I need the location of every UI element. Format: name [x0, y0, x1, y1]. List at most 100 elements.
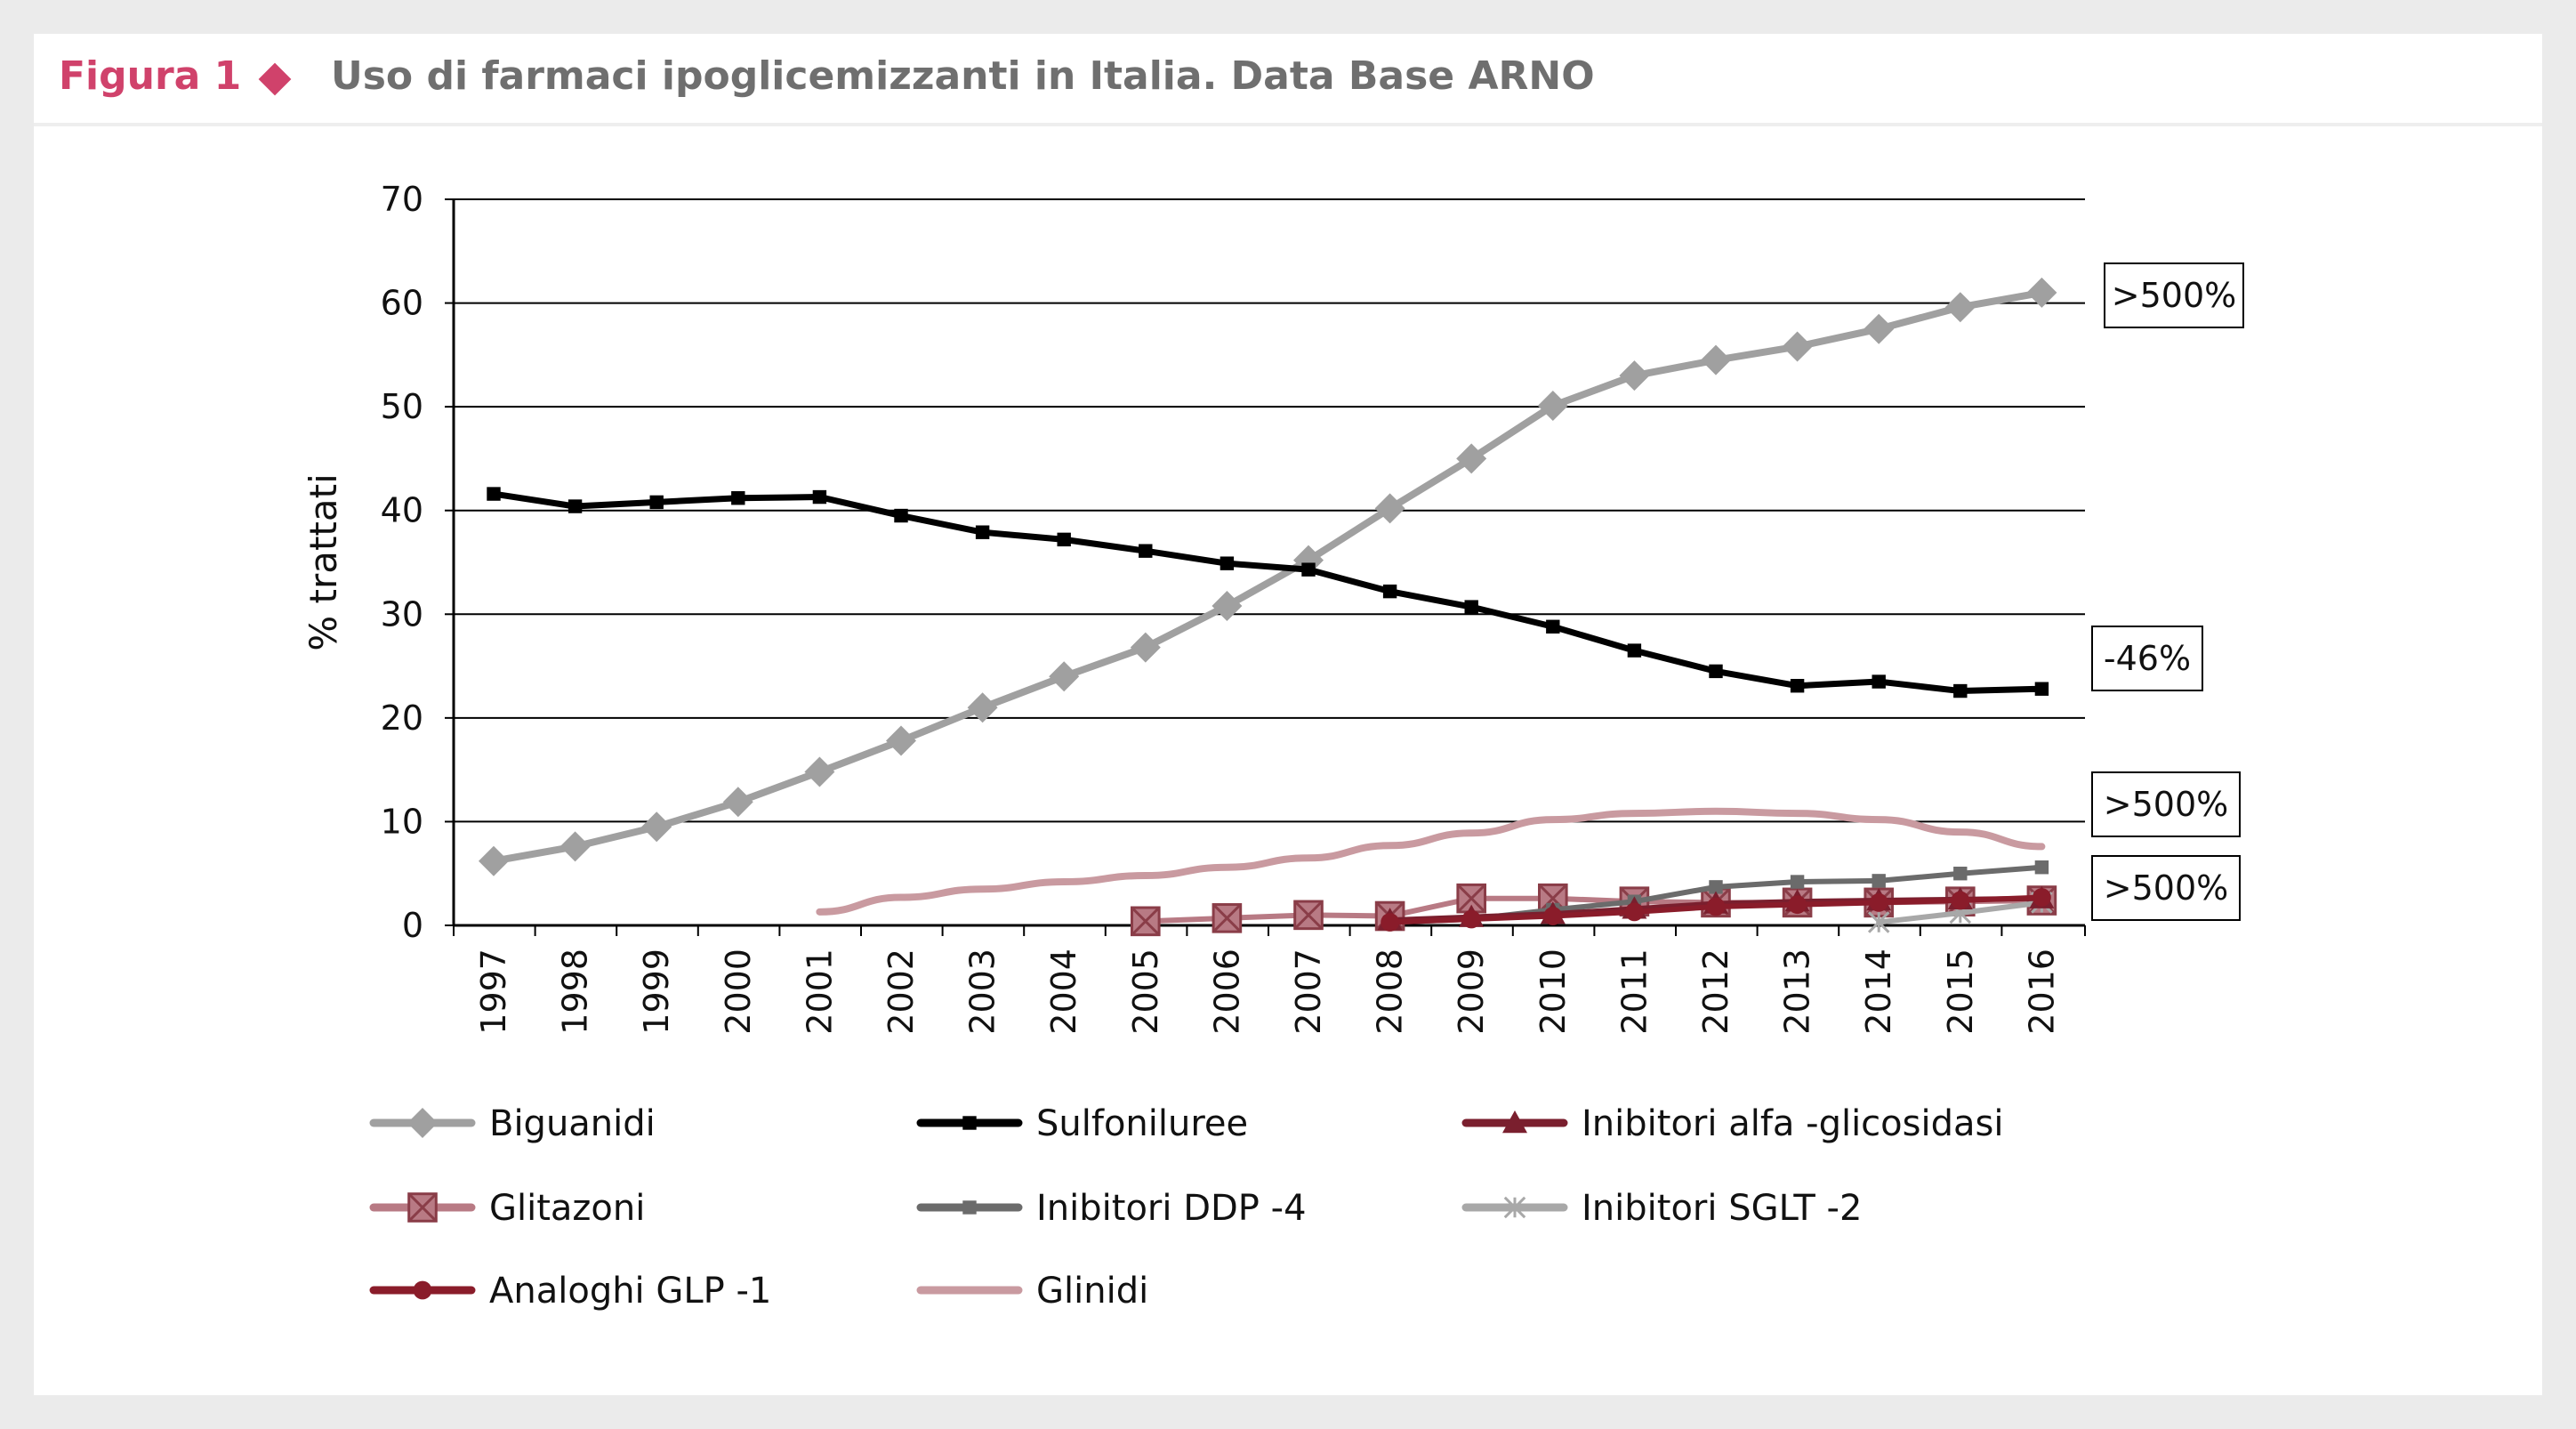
- data-point: [649, 495, 664, 510]
- callout-border: [2091, 855, 2241, 921]
- x-tick-label: 2015: [1941, 949, 1980, 1035]
- data-point: [1709, 880, 1723, 894]
- x-tick-label: 2006: [1207, 949, 1246, 1035]
- data-point: [1546, 619, 1560, 634]
- series-analoghi-glp-1: [1381, 888, 2051, 932]
- data-point: [1872, 674, 1886, 689]
- x-tick-label: 1997: [474, 949, 513, 1035]
- x-tick-label: 2007: [1289, 949, 1328, 1035]
- x-tick-label: 2001: [800, 949, 839, 1035]
- data-point: [2034, 682, 2049, 696]
- data-point: [1382, 584, 1397, 599]
- data-point: [1872, 874, 1886, 888]
- data-point: [975, 525, 990, 539]
- callouts: >500% -46% >500% >500%: [2091, 262, 2244, 921]
- data-point: [722, 787, 753, 818]
- x-tick-labels: 1997 1998 1999 2000 2001 2002 2003 2004 2005 2006…: [453, 925, 2086, 1035]
- data-point: [1867, 911, 1890, 933]
- callout-box: -46%: [2091, 626, 2203, 691]
- series-line: [816, 807, 2046, 916]
- data-point: [1701, 344, 1731, 375]
- x-tick-label: 2014: [1859, 949, 1898, 1035]
- data-point: [886, 725, 916, 756]
- data-point: [413, 1280, 432, 1300]
- legend-label: Biguanidi: [489, 1103, 656, 1144]
- data-point: [967, 692, 998, 723]
- data-point: [479, 845, 509, 876]
- y-tick-label: 60: [381, 284, 423, 323]
- series-line: [490, 490, 2045, 695]
- data-point: [1543, 907, 1563, 925]
- data-point: [1619, 360, 1650, 392]
- data-point: [1381, 913, 1399, 932]
- data-point: [1790, 679, 1805, 693]
- series-line: [490, 288, 2046, 865]
- legend-label: Inibitori SGLT -2: [1582, 1188, 1862, 1229]
- data-point: [2034, 860, 2049, 875]
- callout-border: [2104, 262, 2244, 328]
- data-point: [1869, 892, 1888, 912]
- data-point: [962, 1200, 977, 1215]
- legend-item: Inibitori SGLT -2: [1461, 1188, 1862, 1229]
- data-point: [1782, 331, 1813, 362]
- y-axis-title: % trattati: [302, 473, 345, 651]
- x-tick-label: 2002: [881, 949, 921, 1035]
- y-tick-label: 40: [381, 491, 423, 530]
- data-point: [1130, 632, 1161, 663]
- data-point-cross: [1293, 900, 1324, 930]
- x-tick-label: 2005: [1126, 949, 1165, 1035]
- data-point: [1374, 493, 1405, 524]
- legend-label: Sulfoniluree: [1036, 1103, 1248, 1144]
- data-point: [1057, 532, 1071, 547]
- data-point: [407, 1108, 438, 1138]
- figure-card: Figura 1 Uso di farmaci ipoglicemizzanti…: [34, 34, 2542, 1395]
- data-point: [1953, 867, 1968, 881]
- callout-border: [2091, 771, 2241, 837]
- data-point: [1627, 643, 1642, 658]
- data-point: [1502, 1110, 1527, 1134]
- series-glinidi: [816, 807, 2046, 916]
- legend-item: Glitazoni: [369, 1188, 645, 1229]
- callout-box: >500%: [2091, 855, 2241, 921]
- x-tick-label: 1999: [637, 949, 676, 1035]
- legend: Biguanidi Sulfoniluree Inibitori alfa -gli…: [369, 1103, 2003, 1312]
- legend-item: Biguanidi: [369, 1103, 656, 1144]
- data-point: [1139, 544, 1153, 558]
- callout-label: >500%: [2112, 276, 2236, 315]
- data-point-cross: [1212, 903, 1242, 933]
- series-biguanidi: [479, 277, 2057, 876]
- data-point: [1706, 897, 1726, 916]
- legend-item: Glinidi: [916, 1271, 1148, 1312]
- data-point: [1212, 590, 1243, 621]
- data-point: [1049, 661, 1080, 692]
- x-tick-label: 2009: [1452, 949, 1491, 1035]
- data-point: [559, 831, 591, 862]
- legend-item: Analoghi GLP -1: [369, 1271, 771, 1312]
- data-point: [1790, 875, 1805, 889]
- x-tick-label: 2003: [963, 949, 1002, 1035]
- data-point: [804, 756, 835, 787]
- data-point: [1788, 895, 1807, 915]
- y-tick-label: 50: [381, 387, 423, 426]
- data-point: [1503, 1196, 1526, 1219]
- data-point-cross: [1456, 884, 1486, 914]
- data-point-cross: [1131, 906, 1161, 936]
- data-point: [894, 508, 908, 523]
- data-point: [1864, 313, 1895, 344]
- data-point: [2033, 888, 2051, 907]
- legend-item: Inibitori alfa -glicosidasi: [1461, 1103, 2003, 1144]
- legend-label: Glinidi: [1036, 1271, 1148, 1312]
- gridlines: [445, 198, 2085, 926]
- data-point: [1220, 556, 1235, 570]
- data-point: [731, 491, 745, 505]
- data-point: [962, 1116, 977, 1130]
- data-point: [1456, 443, 1487, 474]
- data-point: [2026, 277, 2057, 308]
- data-point: [812, 489, 827, 505]
- data-point: [568, 499, 583, 513]
- series: [479, 277, 2057, 937]
- x-tick-label: 2012: [1696, 949, 1735, 1035]
- callout-label: >500%: [2104, 785, 2228, 824]
- data-point: [1709, 664, 1723, 679]
